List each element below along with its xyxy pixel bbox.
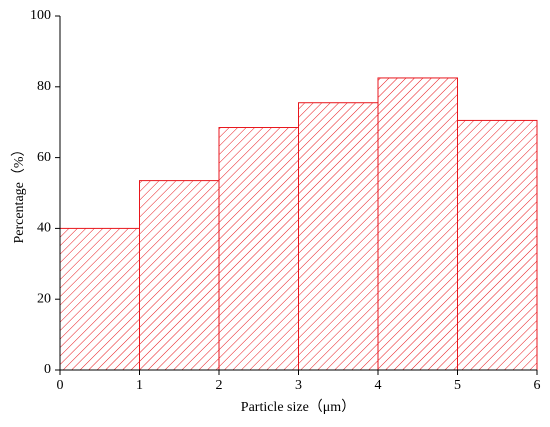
x-tick-label: 1 — [136, 378, 143, 393]
x-tick-label: 2 — [216, 378, 223, 393]
x-tick-label: 0 — [57, 378, 64, 393]
bar — [457, 119, 538, 371]
bar — [218, 127, 299, 371]
x-tick-label: 3 — [295, 378, 302, 393]
y-tick-label: 40 — [37, 221, 51, 236]
x-axis-label: Particle size（μm） — [241, 399, 355, 415]
x-tick-label: 5 — [454, 378, 461, 393]
bar — [377, 77, 458, 371]
bar — [59, 227, 140, 371]
y-tick-label: 0 — [44, 362, 51, 377]
y-tick-label: 100 — [30, 8, 51, 23]
y-tick-label: 60 — [37, 150, 51, 165]
y-axis-label: Percentage（%） — [11, 142, 27, 243]
x-tick-label: 4 — [375, 378, 382, 393]
bar — [298, 102, 379, 371]
x-tick-label: 6 — [534, 378, 541, 393]
y-tick-label: 80 — [37, 79, 51, 94]
y-tick-label: 20 — [37, 291, 51, 306]
bar — [139, 180, 220, 371]
